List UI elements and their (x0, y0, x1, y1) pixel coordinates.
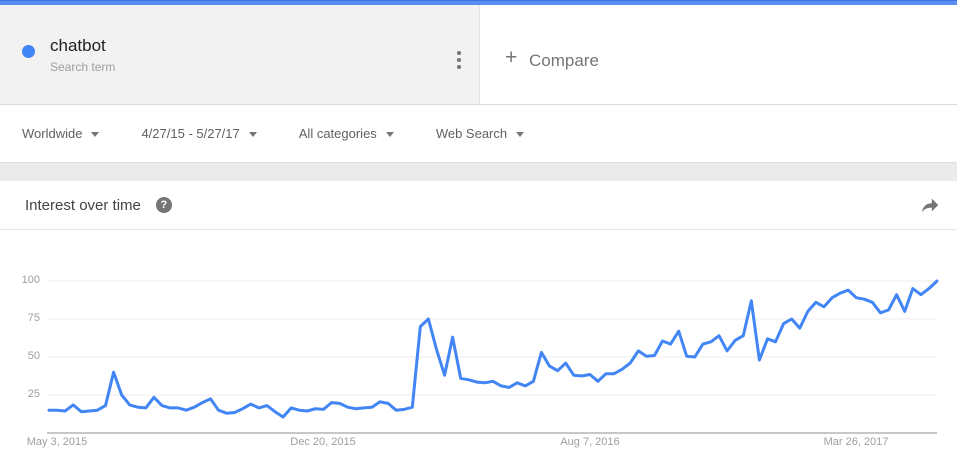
date-range-filter-label: 4/27/15 - 5/27/17 (141, 126, 240, 141)
x-axis-tick-label: May 3, 2015 (26, 436, 88, 448)
chart-title: Interest over time (25, 196, 141, 214)
category-filter-dropdown[interactable]: All categories (299, 126, 394, 141)
x-axis-tick-label: Aug 7, 2016 (560, 436, 620, 448)
term-subtitle: Search term (50, 60, 116, 74)
chevron-down-icon (248, 132, 257, 137)
trend-chart: 100 75 50 25 May 3, 2015 Dec 20, 2015 Au… (0, 230, 957, 468)
chevron-down-icon (516, 132, 525, 137)
y-axis-tick-label: 50 (27, 350, 40, 362)
category-filter-label: All categories (298, 126, 377, 141)
help-icon[interactable]: ? (155, 197, 172, 213)
y-axis-tick-label: 75 (27, 312, 40, 324)
y-axis-tick-label: 25 (27, 388, 40, 400)
y-axis-tick-label: 100 (21, 274, 40, 286)
region-filter-dropdown[interactable]: Worldwide (22, 126, 100, 141)
add-comparison-button[interactable]: + Compare (479, 5, 957, 104)
date-range-filter-dropdown[interactable]: 4/27/15 - 5/27/17 (141, 126, 257, 141)
interest-over-time-card: Interest over time ? 100 75 50 25 May 3,… (0, 181, 957, 469)
x-axis-tick-label: Dec 20, 2015 (290, 436, 356, 448)
compare-label: Compare (529, 51, 599, 70)
trend-line (47, 279, 939, 419)
chart-plot (47, 279, 939, 434)
term-text: chatbot Search term (50, 36, 115, 74)
chevron-down-icon (385, 132, 394, 137)
x-axis-tick-label: Mar 26, 2017 (823, 436, 889, 448)
series-color-dot (22, 45, 35, 58)
kebab-menu-icon[interactable] (455, 49, 463, 71)
gridlines (47, 280, 937, 396)
plus-icon: + (505, 46, 518, 69)
region-filter-label: Worldwide (22, 126, 83, 141)
filter-bar: Worldwide 4/27/15 - 5/27/17 All categori… (0, 105, 957, 162)
term-card-chatbot[interactable]: chatbot Search term (0, 5, 479, 104)
chevron-down-icon (91, 132, 100, 137)
share-icon[interactable] (919, 194, 941, 216)
search-terms-row: chatbot Search term + Compare (0, 5, 957, 105)
term-title: chatbot (50, 36, 106, 55)
search-type-filter-label: Web Search (435, 126, 508, 141)
top-progress-bar (0, 0, 957, 5)
chart-header: Interest over time ? (0, 181, 957, 230)
section-divider (0, 162, 957, 181)
search-type-filter-dropdown[interactable]: Web Search (435, 126, 525, 141)
